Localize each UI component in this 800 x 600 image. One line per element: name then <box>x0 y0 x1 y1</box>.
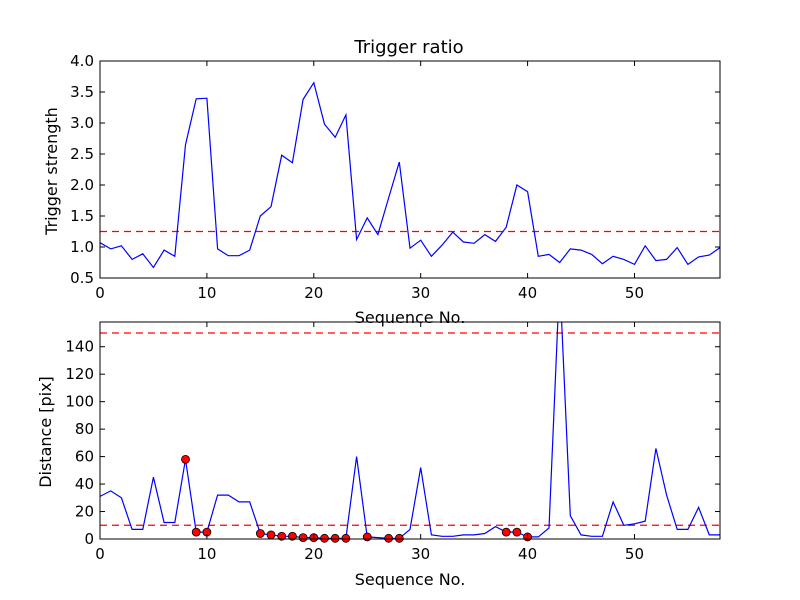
top-plot-ytick-label: 2.5 <box>70 145 94 163</box>
bottom-plot-marker-point <box>288 531 297 541</box>
bottom-plot-ytick-label: 60 <box>75 448 94 466</box>
bottom-plot-frame <box>99 321 721 540</box>
top-plot-ytick-label: 3.0 <box>70 114 94 132</box>
bottom-plot-marker-point <box>501 527 511 537</box>
top-plot: 0 10 20 30 40 50 0.5 1.0 1.5 2.0 2.5 3.0 3.5 4.0 Trigg… <box>42 52 721 327</box>
bottom-plot-marker-point <box>191 527 201 537</box>
top-plot-ylabel: Trigger strength <box>42 107 61 236</box>
top-plot-xtick-label: 0 <box>95 284 105 302</box>
top-plot-xtick-label: 30 <box>411 284 430 302</box>
top-plot-xtick-label: 40 <box>518 284 537 302</box>
bottom-plot-marker-point <box>181 454 190 464</box>
bottom-plot-ytick-label: 0 <box>84 530 94 548</box>
bottom-plot-xtick-label: 20 <box>304 545 323 563</box>
top-plot-xtick-label: 10 <box>197 284 216 302</box>
bottom-plot: 0 10 20 30 40 50 0 20 40 60 80 100 120 140 Distance [p… <box>36 321 721 589</box>
bottom-plot-marker-point <box>298 533 308 543</box>
bottom-plot-marker-point <box>384 533 394 543</box>
bottom-plot-ytick-label: 140 <box>65 338 94 356</box>
bottom-plot-marker-point <box>362 532 372 542</box>
bottom-plot-xtick-label: 50 <box>625 545 644 563</box>
bottom-plot-xtick-label: 30 <box>411 545 430 563</box>
bottom-plot-xtick-label: 0 <box>95 545 105 563</box>
bottom-plot-xtick-label: 40 <box>518 545 537 563</box>
top-plot-ytick-label: 1.0 <box>70 238 94 256</box>
bottom-plot-marker-point <box>341 533 351 543</box>
bottom-plot-marker-point <box>512 527 522 537</box>
bottom-plot-ytick-label: 100 <box>65 393 94 411</box>
bottom-plot-marker-point <box>255 529 265 538</box>
bottom-plot-marker-point <box>330 533 340 543</box>
top-plot-series-line <box>100 81 720 269</box>
top-plot-ytick-label: 1.5 <box>70 207 94 225</box>
top-plot-xlabel: Sequence No. <box>355 308 466 327</box>
top-plot-frame <box>99 60 721 279</box>
top-plot-ytick-label: 0.5 <box>70 269 94 287</box>
top-plot-ytick-label: 4.0 <box>70 52 94 70</box>
top-plot-xtick-label: 20 <box>304 284 323 302</box>
top-plot-ytick-label: 3.5 <box>70 83 94 101</box>
bottom-plot-ylabel: Distance [pix] <box>36 376 55 488</box>
bottom-plot-ytick-label: 20 <box>75 503 94 521</box>
bottom-plot-ytick-label: 40 <box>75 475 94 493</box>
bottom-plot-ytick-label: 80 <box>75 420 94 438</box>
bottom-plot-marker-point <box>320 533 329 543</box>
top-plot-xtick-label: 50 <box>625 284 644 302</box>
bottom-plot-xlabel: Sequence No. <box>355 570 466 589</box>
bottom-plot-xtick-label: 10 <box>197 545 216 563</box>
top-plot-ytick-label: 2.0 <box>70 176 94 194</box>
chart-title: Trigger ratio <box>353 37 463 58</box>
bottom-plot-ytick-label: 120 <box>65 365 94 383</box>
bottom-plot-marker-point <box>266 530 276 540</box>
bottom-plot-marker-point <box>277 531 287 541</box>
bottom-plot-marker-point <box>394 533 404 543</box>
